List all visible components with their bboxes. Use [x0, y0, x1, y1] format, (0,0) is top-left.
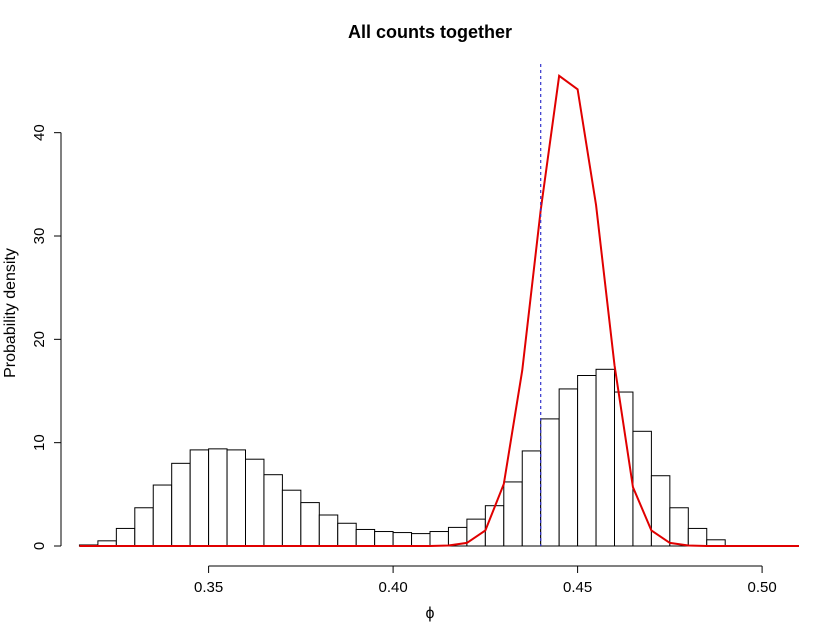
- chart-title: All counts together: [348, 22, 512, 42]
- x-tick-label: 0.45: [563, 579, 592, 596]
- histogram-bar: [115, 527, 136, 547]
- x-tick-label: 0.35: [194, 579, 223, 596]
- y-tick-label: 20: [31, 331, 48, 348]
- histogram-bar: [374, 531, 394, 547]
- histogram-bar: [281, 489, 302, 547]
- histogram-bar: [189, 449, 210, 547]
- histogram-bar: [134, 507, 154, 547]
- histogram-bar: [318, 514, 339, 547]
- histogram-bar: [152, 484, 173, 547]
- x-axis-label: ϕ: [426, 605, 435, 622]
- y-tick-label: 30: [31, 228, 48, 245]
- histogram-bar: [650, 475, 671, 547]
- histogram-bar: [558, 388, 579, 547]
- histogram-bar: [687, 527, 708, 547]
- histogram-bar: [411, 533, 431, 547]
- y-tick-label: 10: [31, 434, 48, 451]
- histogram-bar: [355, 528, 376, 547]
- y-axis: 0 10 20 30 40: [31, 124, 62, 550]
- histogram-bar: [577, 375, 597, 547]
- histogram-bar: [263, 474, 283, 547]
- histogram-bar: [245, 458, 265, 547]
- x-tick-label: 0.40: [378, 579, 407, 596]
- y-axis-label: Probability density: [2, 248, 19, 378]
- histogram-bar: [540, 418, 560, 547]
- histogram-bar: [503, 481, 523, 547]
- x-axis: 0.35 0.40 0.45 0.50: [194, 565, 777, 596]
- histogram-bar: [337, 522, 357, 547]
- histogram-bar: [669, 507, 689, 547]
- histogram-bar: [595, 368, 615, 547]
- density-curve: [79, 74, 799, 547]
- histogram-bar: [521, 450, 542, 547]
- histogram-bar: [300, 502, 320, 547]
- histogram-bar: [632, 430, 652, 547]
- y-tick-label: 40: [31, 124, 48, 141]
- histogram-bar: [429, 531, 449, 547]
- y-tick-label: 0: [31, 542, 48, 550]
- x-tick-label: 0.50: [747, 579, 776, 596]
- histogram-bars: [78, 368, 726, 547]
- histogram-bar: [392, 532, 413, 547]
- density-curve-layer: [79, 74, 799, 547]
- histogram-bar: [226, 449, 247, 547]
- histogram-bar: [208, 448, 228, 547]
- histogram-bar: [171, 462, 191, 547]
